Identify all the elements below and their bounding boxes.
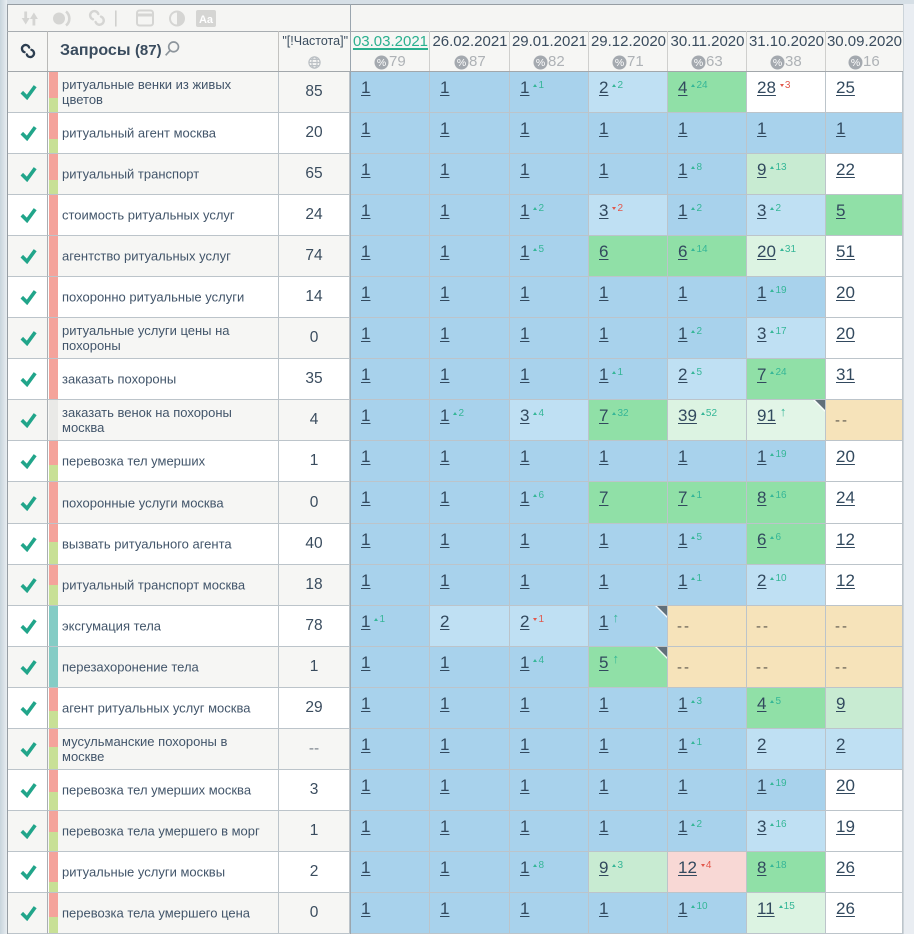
svg-text:Aa: Aa [199, 14, 214, 26]
svg-text:%: % [457, 57, 466, 69]
svg-text:%: % [773, 57, 782, 69]
svg-text:%: % [377, 57, 386, 69]
svg-text:%: % [851, 57, 860, 69]
svg-text:%: % [615, 57, 624, 69]
svg-text:%: % [536, 57, 545, 69]
svg-text:%: % [694, 57, 703, 69]
